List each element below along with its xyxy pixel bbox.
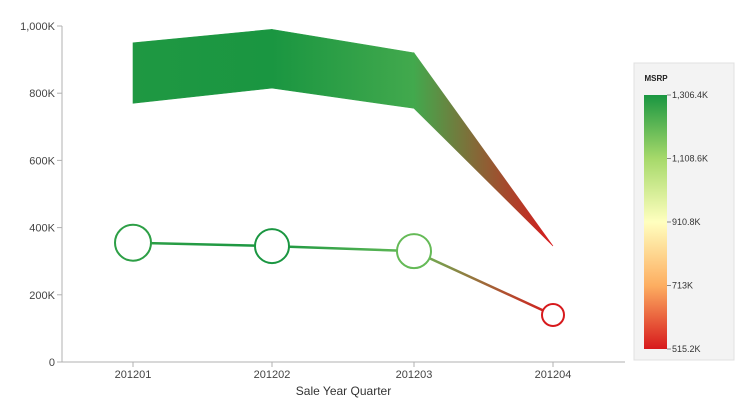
line-marker[interactable]	[254, 228, 290, 265]
color-legend: MSRP 1,306.4K 1,108.6K 910.8K 713K 515.2K	[633, 62, 735, 361]
line-marker[interactable]	[396, 233, 432, 270]
line-marker[interactable]	[114, 223, 152, 262]
range-area-segment	[271, 29, 415, 109]
y-tick-label: 200K	[29, 290, 55, 302]
legend-label: 1,306.4K	[672, 90, 708, 100]
line-marker[interactable]	[541, 302, 565, 327]
y-tick-label: 400K	[29, 223, 55, 235]
range-area-segment	[132, 29, 273, 104]
legend-label: 713K	[672, 281, 693, 291]
line-series	[131, 241, 555, 317]
axes: 0 200K 400K 600K 800K 1,000K 201201 201202 20120…	[20, 21, 625, 381]
x-tick-label: 201204	[535, 369, 572, 381]
range-area-series	[132, 29, 554, 247]
x-axis-title: Sale Year Quarter	[296, 384, 391, 398]
legend-label: 910.8K	[672, 217, 701, 227]
legend-title: MSRP	[644, 74, 668, 83]
legend-label: 1,108.6K	[672, 154, 708, 164]
line-markers	[114, 223, 565, 327]
y-tick-label: 0	[49, 357, 55, 369]
y-tick-label: 1,000K	[20, 21, 56, 33]
x-tick-label: 201203	[396, 369, 433, 381]
legend-label: 515.2K	[672, 344, 701, 354]
line-segment	[270, 244, 416, 253]
line-segment	[412, 249, 555, 317]
x-tick-label: 201201	[115, 369, 152, 381]
line-segment	[131, 241, 274, 248]
y-tick-label: 600K	[29, 155, 55, 167]
x-tick-label: 201202	[254, 369, 291, 381]
legend-color-bar	[644, 95, 667, 349]
range-area-segment	[413, 51, 554, 247]
y-tick-label: 800K	[29, 88, 55, 100]
